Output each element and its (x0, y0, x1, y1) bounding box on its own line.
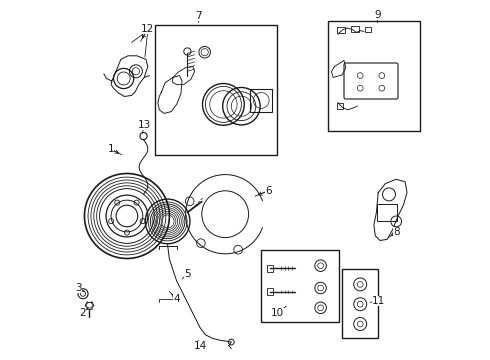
Text: 14: 14 (194, 341, 207, 351)
Bar (261, 250, 339, 322)
FancyBboxPatch shape (344, 63, 398, 99)
Bar (337, 27, 345, 33)
Text: 10: 10 (271, 308, 284, 318)
Bar (267, 288, 273, 295)
Text: 12: 12 (141, 24, 154, 34)
Text: 1: 1 (108, 144, 114, 154)
Text: 4: 4 (173, 294, 180, 304)
Text: 5: 5 (184, 269, 191, 279)
Text: 6: 6 (265, 186, 272, 196)
Text: 2: 2 (79, 308, 86, 318)
Text: 7: 7 (195, 11, 201, 21)
Bar (337, 103, 343, 109)
Text: 9: 9 (374, 10, 381, 20)
Bar (328, 21, 419, 131)
Text: 8: 8 (393, 227, 399, 237)
Text: 13: 13 (138, 120, 151, 130)
Bar (377, 204, 397, 221)
Bar (342, 269, 378, 338)
Bar (351, 26, 359, 32)
Bar (267, 265, 273, 272)
Bar (250, 89, 272, 112)
Bar (365, 27, 371, 32)
Bar (155, 25, 277, 155)
Text: 11: 11 (371, 296, 385, 306)
Text: 3: 3 (75, 283, 82, 293)
